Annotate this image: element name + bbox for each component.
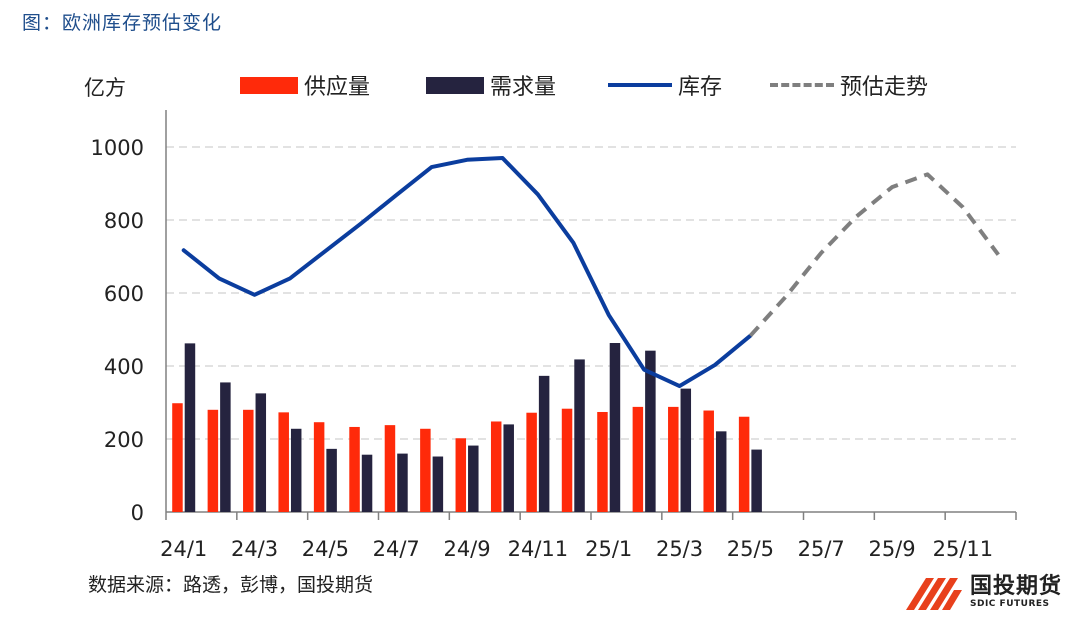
y-tick-label: 1000 (91, 136, 144, 160)
y-tick-label: 800 (104, 209, 144, 233)
logo-icon (906, 578, 962, 610)
bar-supply (597, 411, 608, 512)
bar-supply (561, 408, 573, 512)
bar-demand (326, 448, 337, 512)
y-tick-label: 200 (104, 428, 144, 452)
legend-label-demand: 需求量 (490, 75, 557, 100)
legend-label-supply: 供应量 (304, 75, 371, 100)
bar-supply (243, 409, 254, 512)
legend-label-forecast: 预估走势 (840, 75, 929, 100)
y-tick-label: 0 (131, 501, 144, 525)
legend-item-demand: 需求量 (426, 70, 556, 100)
bar-demand (255, 393, 267, 512)
bar-demand (503, 424, 514, 512)
brand-logo: 国投期货 SDIC FUTURES (904, 572, 1062, 612)
bar-demand (184, 343, 196, 512)
x-tick-label: 24/9 (443, 537, 490, 561)
bar-supply (420, 428, 431, 512)
bar-demand (609, 343, 621, 512)
bar-demand (361, 454, 373, 512)
bar-demand (220, 382, 231, 512)
bar-demand (468, 445, 479, 512)
legend-item-inventory: 库存 (608, 70, 722, 100)
logo-text-cn: 国投期货 (970, 573, 1063, 599)
bar-supply (349, 426, 360, 512)
bar-supply (207, 409, 219, 512)
legend-swatch-inventory (608, 83, 672, 87)
source-note: 数据来源：路透，彭博，国投期货 (88, 574, 374, 596)
y-tick-label: 400 (104, 355, 144, 379)
x-tick-label: 25/7 (798, 537, 845, 561)
x-tick-label: 25/1 (585, 537, 632, 561)
figure-title: 图：欧洲库存预估变化 (22, 12, 223, 34)
bar-supply (172, 403, 183, 512)
x-tick-label: 25/5 (727, 537, 774, 561)
bar-supply (738, 416, 750, 512)
x-tick-label: 25/9 (868, 537, 915, 561)
x-tick-label: 24/1 (160, 537, 207, 561)
line-inventory (181, 155, 753, 389)
y-tick-label: 600 (104, 282, 144, 306)
bar-supply (526, 412, 537, 512)
bar-supply (455, 438, 467, 512)
bar-demand (397, 453, 408, 512)
legend-swatch-demand (426, 76, 484, 94)
y-axis-unit: 亿方 (84, 76, 126, 100)
bar-supply (490, 421, 502, 512)
legend-swatch-supply (240, 76, 298, 94)
legend-item-supply: 供应量 (240, 70, 370, 100)
bar-supply (668, 406, 679, 512)
legend-label-inventory: 库存 (678, 75, 723, 100)
bar-supply (384, 425, 396, 512)
bar-demand (751, 449, 762, 512)
x-tick-label: 25/11 (933, 537, 994, 561)
logo-text-en: SDIC FUTURES (970, 598, 1050, 609)
bar-supply (703, 410, 714, 512)
bar-demand (290, 428, 302, 512)
legend-item-forecast: 预估走势 (770, 70, 928, 100)
x-tick-label: 24/7 (373, 537, 420, 561)
x-tick-label: 24/5 (302, 537, 349, 561)
bar-supply (632, 406, 644, 512)
bar-demand (538, 375, 550, 512)
bar-supply (278, 412, 289, 512)
bar-demand (574, 359, 585, 512)
x-tick-label: 24/3 (231, 537, 278, 561)
bar-demand (432, 456, 444, 512)
bar-demand (645, 350, 656, 512)
x-tick-label: 24/11 (508, 537, 569, 561)
x-tick-label: 25/3 (656, 537, 703, 561)
bar-demand (680, 388, 692, 512)
legend-swatch-forecast (770, 83, 834, 87)
line-forecast (748, 172, 1000, 338)
bar-supply (313, 422, 325, 512)
bar-demand (715, 431, 727, 512)
